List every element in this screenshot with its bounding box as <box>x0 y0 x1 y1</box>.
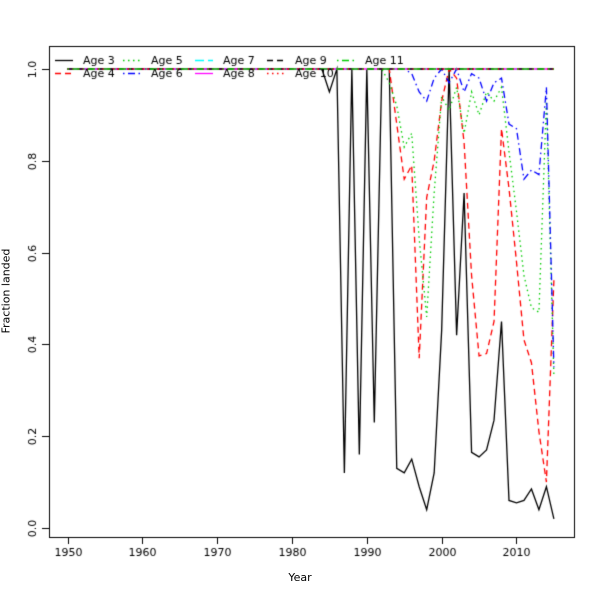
y-axis-title: Fraction landed <box>0 248 13 334</box>
x-axis-title: Year <box>288 571 312 584</box>
